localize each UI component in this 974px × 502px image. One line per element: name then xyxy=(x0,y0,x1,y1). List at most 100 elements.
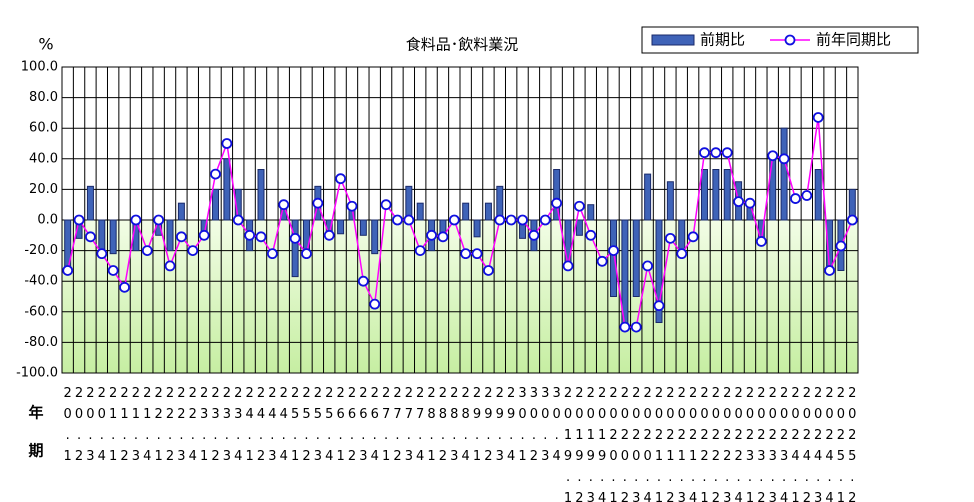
marker xyxy=(392,214,403,226)
x-tick-label: 2022.4 xyxy=(731,386,746,502)
marker xyxy=(812,112,824,123)
bar xyxy=(644,173,652,221)
marker xyxy=(335,173,347,185)
marker xyxy=(574,200,585,212)
x-tick-label: 27.1 xyxy=(379,386,394,470)
marker xyxy=(755,236,767,247)
x-tick-label: 27.4 xyxy=(413,386,428,470)
x-tick-label: 23.1 xyxy=(197,386,212,470)
bar xyxy=(109,219,117,255)
bar xyxy=(553,169,561,221)
marker xyxy=(153,214,165,226)
marker xyxy=(414,245,426,257)
x-tick-label: 23.4 xyxy=(231,386,246,470)
x-tick-label: 21.1 xyxy=(106,386,121,470)
x-tick-label: 2019.2 xyxy=(572,386,587,502)
marker xyxy=(187,245,199,257)
x-tick-label: 28.2 xyxy=(435,386,450,470)
marker xyxy=(505,214,517,226)
bar xyxy=(291,219,299,278)
x-tick-label: 21.2 xyxy=(117,386,132,470)
x-tick-label: 2023.4 xyxy=(777,386,792,502)
x-tick-label: 20.3 xyxy=(83,386,98,470)
marker xyxy=(471,248,483,260)
x-tick-label: 2020.4 xyxy=(640,386,655,502)
marker xyxy=(721,147,733,159)
x-tick-label: 2025.1 xyxy=(833,386,848,502)
bar xyxy=(359,219,367,236)
x-tick-label: 29.1 xyxy=(470,386,485,470)
marker xyxy=(130,214,142,226)
marker xyxy=(664,232,676,244)
x-axis-label: 年 xyxy=(28,404,43,422)
marker xyxy=(744,197,756,209)
x-tick-label: 29.2 xyxy=(481,386,496,470)
marker xyxy=(85,231,96,243)
x-tick-label: 2024.4 xyxy=(822,386,837,502)
x-tick-label: 2019.3 xyxy=(583,386,598,502)
marker xyxy=(346,200,358,212)
y-tick-label: 0.0 xyxy=(37,213,58,228)
marker xyxy=(699,147,710,159)
marker xyxy=(528,229,540,241)
x-tick-label: 24.1 xyxy=(242,386,257,470)
x-tick-label: 2025.2 xyxy=(845,386,860,502)
marker xyxy=(357,275,369,287)
bar xyxy=(473,219,481,238)
x-tick-label: 22.2 xyxy=(163,386,178,470)
bar xyxy=(610,219,618,297)
x-tick-label: 27.2 xyxy=(390,386,405,470)
y-tick-label: 20.0 xyxy=(29,182,58,197)
bar xyxy=(814,169,822,221)
marker xyxy=(790,193,801,204)
x-tick-label: 22.4 xyxy=(185,386,200,470)
x-tick-label: 26.2 xyxy=(344,386,359,470)
marker xyxy=(630,321,642,333)
marker xyxy=(62,265,74,276)
x-tick-label: 22.1 xyxy=(151,386,166,470)
x-tick-label: 25.4 xyxy=(322,386,337,470)
plot-border xyxy=(61,66,859,374)
marker xyxy=(244,229,256,241)
marker xyxy=(266,248,278,260)
y-tick-label: -60.0 xyxy=(24,304,58,319)
marker xyxy=(73,214,85,226)
bar xyxy=(257,169,265,221)
x-tick-label: 30.3 xyxy=(538,386,553,470)
bar xyxy=(587,204,595,221)
marker xyxy=(369,298,381,310)
marker xyxy=(608,245,619,257)
x-tick-label: 2020.1 xyxy=(606,386,621,502)
bar xyxy=(564,219,572,267)
marker xyxy=(835,240,847,252)
x-tick-label: 29.3 xyxy=(492,386,507,470)
x-tick-label: 21.3 xyxy=(128,386,143,470)
marker xyxy=(596,255,608,267)
x-axis-label: 期 xyxy=(28,442,43,460)
x-tick-label: 2024.1 xyxy=(788,386,803,502)
bar xyxy=(337,219,345,235)
bar xyxy=(462,202,470,221)
x-tick-label: 2021.3 xyxy=(674,386,689,502)
marker xyxy=(278,199,290,211)
x-tick-label: 20.1 xyxy=(60,386,75,470)
marker xyxy=(437,231,449,243)
x-tick-label: 2021.1 xyxy=(652,386,667,502)
marker xyxy=(585,229,597,241)
marker xyxy=(289,232,301,244)
y-tick-label: -100.0 xyxy=(16,366,58,381)
marker xyxy=(494,214,506,226)
marker xyxy=(380,199,392,211)
x-tick-label: 29.4 xyxy=(504,386,519,470)
x-tick-label: 2019.1 xyxy=(561,386,576,502)
x-tick-label: 28.4 xyxy=(458,386,473,470)
y-tick-label: 100.0 xyxy=(21,60,58,75)
marker xyxy=(642,260,654,272)
x-tick-label: 24.4 xyxy=(276,386,291,470)
bar xyxy=(780,127,788,221)
y-tick-label: 80.0 xyxy=(29,90,58,105)
x-tick-label: 28.3 xyxy=(447,386,462,470)
x-tick-label: 27.3 xyxy=(401,386,416,470)
legend-swatch xyxy=(651,34,695,46)
marker xyxy=(778,153,790,165)
